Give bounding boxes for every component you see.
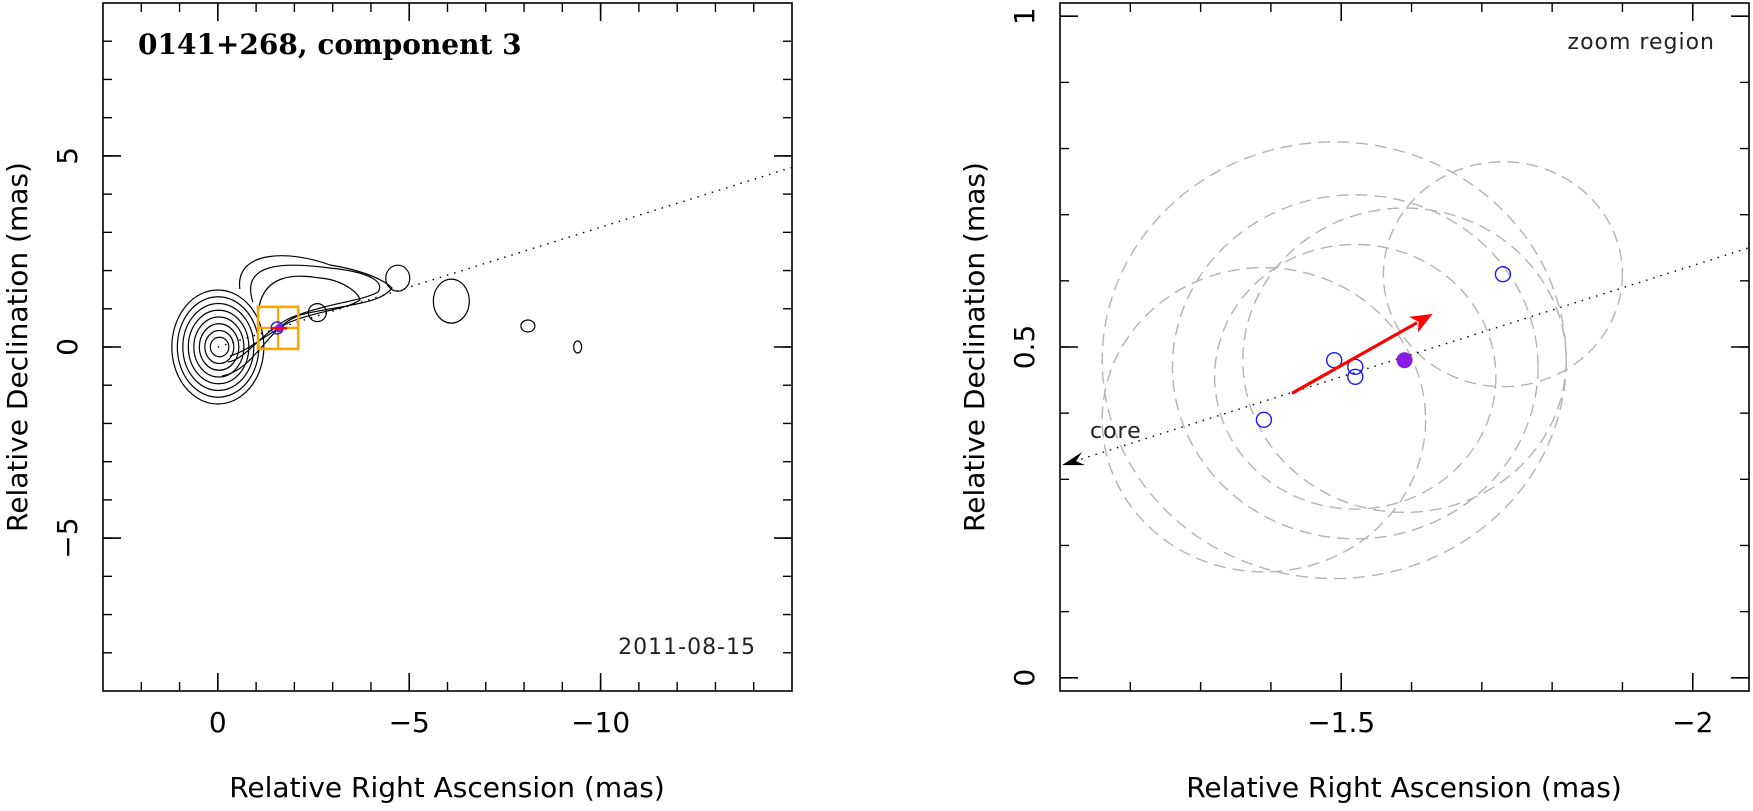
right-panel: −1.5 −2 0 0.5 1 zoom region core Relative Ri… (958, 2, 1750, 804)
x-tick-label: −1.5 (1307, 706, 1375, 739)
right-ticks: −1.5 −2 0 0.5 1 (1008, 3, 1749, 739)
left-marks (217, 166, 793, 351)
core-label: core (1090, 419, 1142, 444)
left-contours (171, 255, 583, 405)
y-tick-label: 5 (51, 147, 84, 165)
core-contour (182, 302, 255, 392)
right-x-axis-label: Relative Right Ascension (mas) (1186, 771, 1622, 804)
y-tick-label: 0.5 (1008, 325, 1041, 370)
x-tick-label: −10 (571, 706, 630, 739)
right-plot-frame (1059, 2, 1750, 692)
y-tick-label: 0 (1008, 669, 1041, 687)
component-circle-marker (1494, 266, 1512, 283)
core-contour (204, 329, 235, 365)
uncertainty-circle (1101, 266, 1427, 573)
left-jet-axis (217, 166, 793, 348)
left-ticks: 0 −5 −10 −5 0 5 (51, 3, 792, 739)
core-direction-arrowhead (1062, 452, 1085, 466)
left-panel: 0 −5 −10 −5 0 5 0141+268, component 3 2011-08… (1, 2, 793, 804)
left-y-axis-label: Relative Declination (mas) (1, 162, 34, 532)
core-contour (209, 336, 230, 358)
uncertainty-circle (1213, 243, 1497, 510)
x-tick-label: −2 (1672, 706, 1713, 739)
contour-blob (573, 340, 583, 354)
left-plot-frame (102, 2, 793, 692)
right-y-axis-label: Relative Declination (mas) (958, 162, 991, 532)
contour-blob (385, 264, 411, 292)
uncertainty-circle (1242, 207, 1567, 514)
right-jet-axis (1073, 247, 1750, 463)
y-tick-label: −5 (51, 517, 84, 558)
left-date-annotation: 2011-08-15 (618, 635, 756, 660)
x-tick-label: −5 (389, 706, 430, 739)
uncertainty-circle (1101, 141, 1567, 580)
core-contour (198, 323, 240, 371)
core-contour (193, 316, 245, 378)
right-uncertainty-circles (1101, 141, 1624, 580)
contour-blob (432, 278, 470, 324)
jet-contour (227, 264, 381, 363)
velocity-arrowhead (1409, 313, 1433, 333)
uncertainty-circle (1171, 194, 1539, 540)
core-contour (171, 289, 265, 405)
component-circle-marker (1347, 368, 1364, 385)
left-title: 0141+268, component 3 (138, 28, 522, 61)
uncertainty-circle (1382, 161, 1624, 388)
component-circle-marker (1255, 411, 1273, 428)
right-marks (1062, 247, 1750, 466)
y-tick-label: 1 (1008, 7, 1041, 25)
component-filled-marker (1396, 352, 1413, 369)
contour-blob (520, 319, 536, 333)
jet-contour (229, 275, 361, 357)
left-x-axis-label: Relative Right Ascension (mas) (229, 771, 665, 804)
right-title: zoom region (1568, 30, 1715, 55)
x-tick-label: 0 (209, 706, 227, 739)
velocity-arrow-shaft (1291, 321, 1418, 395)
y-tick-label: 0 (51, 338, 84, 356)
